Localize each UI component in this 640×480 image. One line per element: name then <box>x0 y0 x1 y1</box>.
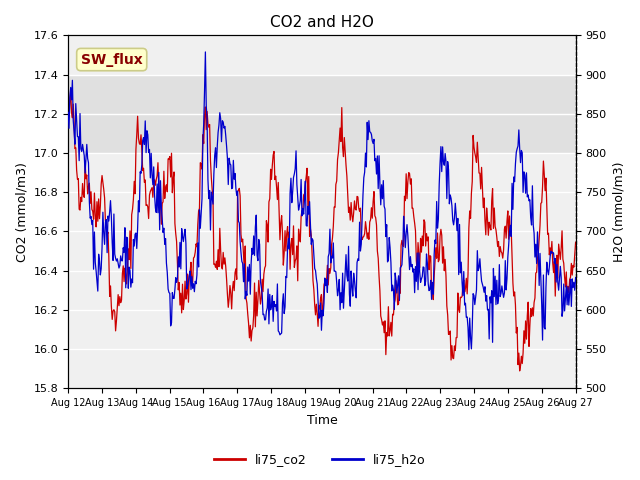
Y-axis label: H2O (mmol/m3): H2O (mmol/m3) <box>612 162 625 262</box>
li75_co2 <box>516 368 524 374</box>
Legend: li75_co2, li75_h2o: li75_co2, li75_h2o <box>209 448 431 471</box>
li75_co2 <box>155 185 163 191</box>
li75_co2 <box>196 205 204 211</box>
li75_h2o <box>64 109 72 115</box>
X-axis label: Time: Time <box>307 414 337 427</box>
li75_co2 <box>67 87 74 93</box>
li75_co2 <box>364 230 372 236</box>
li75_h2o <box>404 233 412 239</box>
li75_h2o <box>195 264 202 270</box>
li75_h2o <box>202 49 209 55</box>
Y-axis label: CO2 (mmol/m3): CO2 (mmol/m3) <box>15 162 28 262</box>
li75_co2 <box>64 114 72 120</box>
Line: li75_co2: li75_co2 <box>68 90 575 371</box>
li75_co2 <box>572 240 579 245</box>
li75_h2o <box>465 347 473 352</box>
li75_h2o <box>572 275 579 280</box>
li75_h2o <box>154 210 162 216</box>
li75_co2 <box>295 226 303 232</box>
Bar <box>68 74 575 153</box>
Text: SW_flux: SW_flux <box>81 53 143 67</box>
li75_co2 <box>447 357 455 363</box>
li75_h2o <box>295 207 303 213</box>
Line: li75_h2o: li75_h2o <box>68 52 575 349</box>
li75_h2o <box>364 137 372 143</box>
Title: CO2 and H2O: CO2 and H2O <box>270 15 374 30</box>
li75_co2 <box>404 179 412 184</box>
li75_h2o <box>447 195 455 201</box>
